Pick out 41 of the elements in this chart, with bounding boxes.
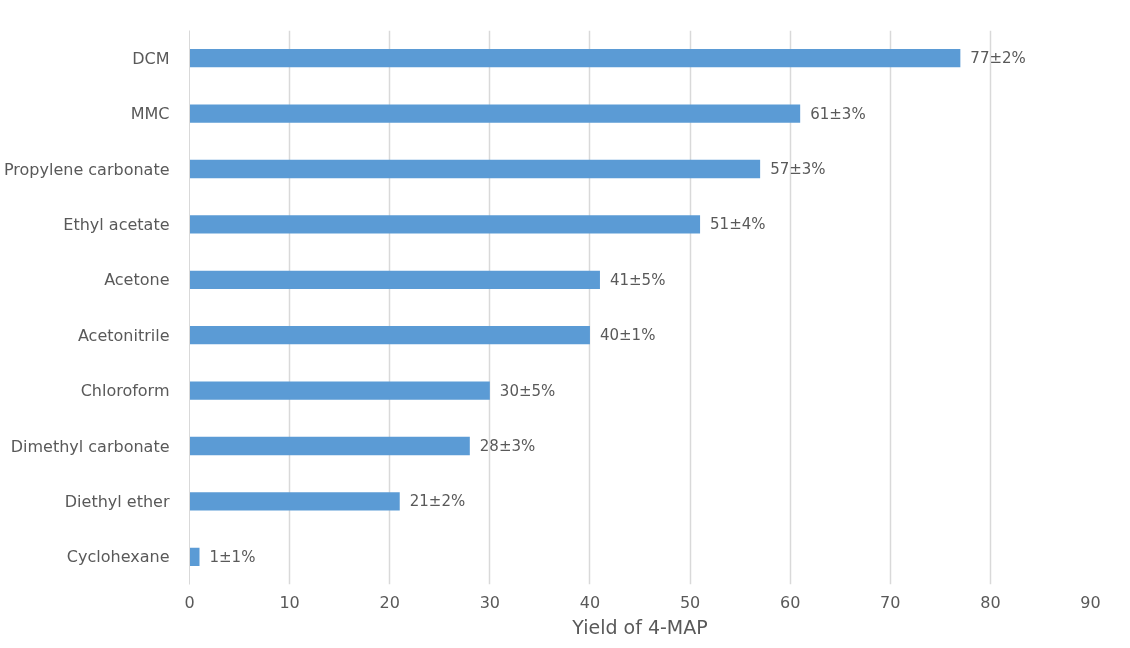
y-tick-label: Ethyl acetate bbox=[63, 214, 170, 234]
x-tick-label: 40 bbox=[579, 592, 601, 612]
bar bbox=[189, 159, 761, 179]
x-tick-label: 80 bbox=[980, 592, 1001, 612]
data-label: 61±3% bbox=[810, 104, 866, 123]
bar bbox=[189, 436, 470, 456]
bar bbox=[189, 215, 701, 234]
data-label: 1±1% bbox=[209, 547, 256, 566]
bar bbox=[189, 326, 590, 345]
x-tick-label: 90 bbox=[1080, 592, 1101, 612]
x-tick-label: 20 bbox=[379, 592, 400, 612]
y-tick-label: Acetonitrile bbox=[77, 325, 170, 345]
data-label: 28±3% bbox=[479, 437, 536, 455]
data-label: 41±5% bbox=[609, 270, 666, 289]
data-label: 57±3% bbox=[770, 160, 826, 178]
data-label: 21±2% bbox=[409, 492, 466, 511]
bar bbox=[189, 104, 801, 123]
y-tick-label: Dimethyl carbonate bbox=[10, 436, 170, 456]
y-tick-label: Cyclohexane bbox=[66, 547, 170, 567]
bar bbox=[189, 381, 490, 400]
y-tick-label: Propylene carbonate bbox=[3, 159, 170, 179]
data-label: 30±5% bbox=[499, 381, 556, 400]
bar bbox=[189, 270, 600, 289]
bar bbox=[189, 547, 200, 566]
x-axis-title: Yield of 4-MAP bbox=[571, 615, 708, 638]
data-label: 40±1% bbox=[599, 326, 656, 345]
y-tick-label: Acetone bbox=[104, 270, 170, 290]
bar bbox=[189, 49, 961, 68]
data-label: 77±2% bbox=[970, 49, 1026, 68]
y-tick-label: Diethyl ether bbox=[64, 491, 170, 511]
x-tick-label: 70 bbox=[880, 592, 901, 612]
x-tick-label: 30 bbox=[479, 592, 501, 612]
x-tick-label: 10 bbox=[279, 592, 300, 612]
y-tick-label: MMC bbox=[130, 104, 170, 124]
x-tick-label: 60 bbox=[779, 592, 801, 612]
x-tick-label: 0 bbox=[184, 592, 195, 612]
x-tick-label: 50 bbox=[679, 592, 701, 612]
y-tick-label: DCM bbox=[132, 48, 170, 68]
data-label: 51±4% bbox=[710, 215, 766, 234]
y-tick-label: Chloroform bbox=[80, 381, 170, 401]
bar bbox=[189, 492, 400, 511]
